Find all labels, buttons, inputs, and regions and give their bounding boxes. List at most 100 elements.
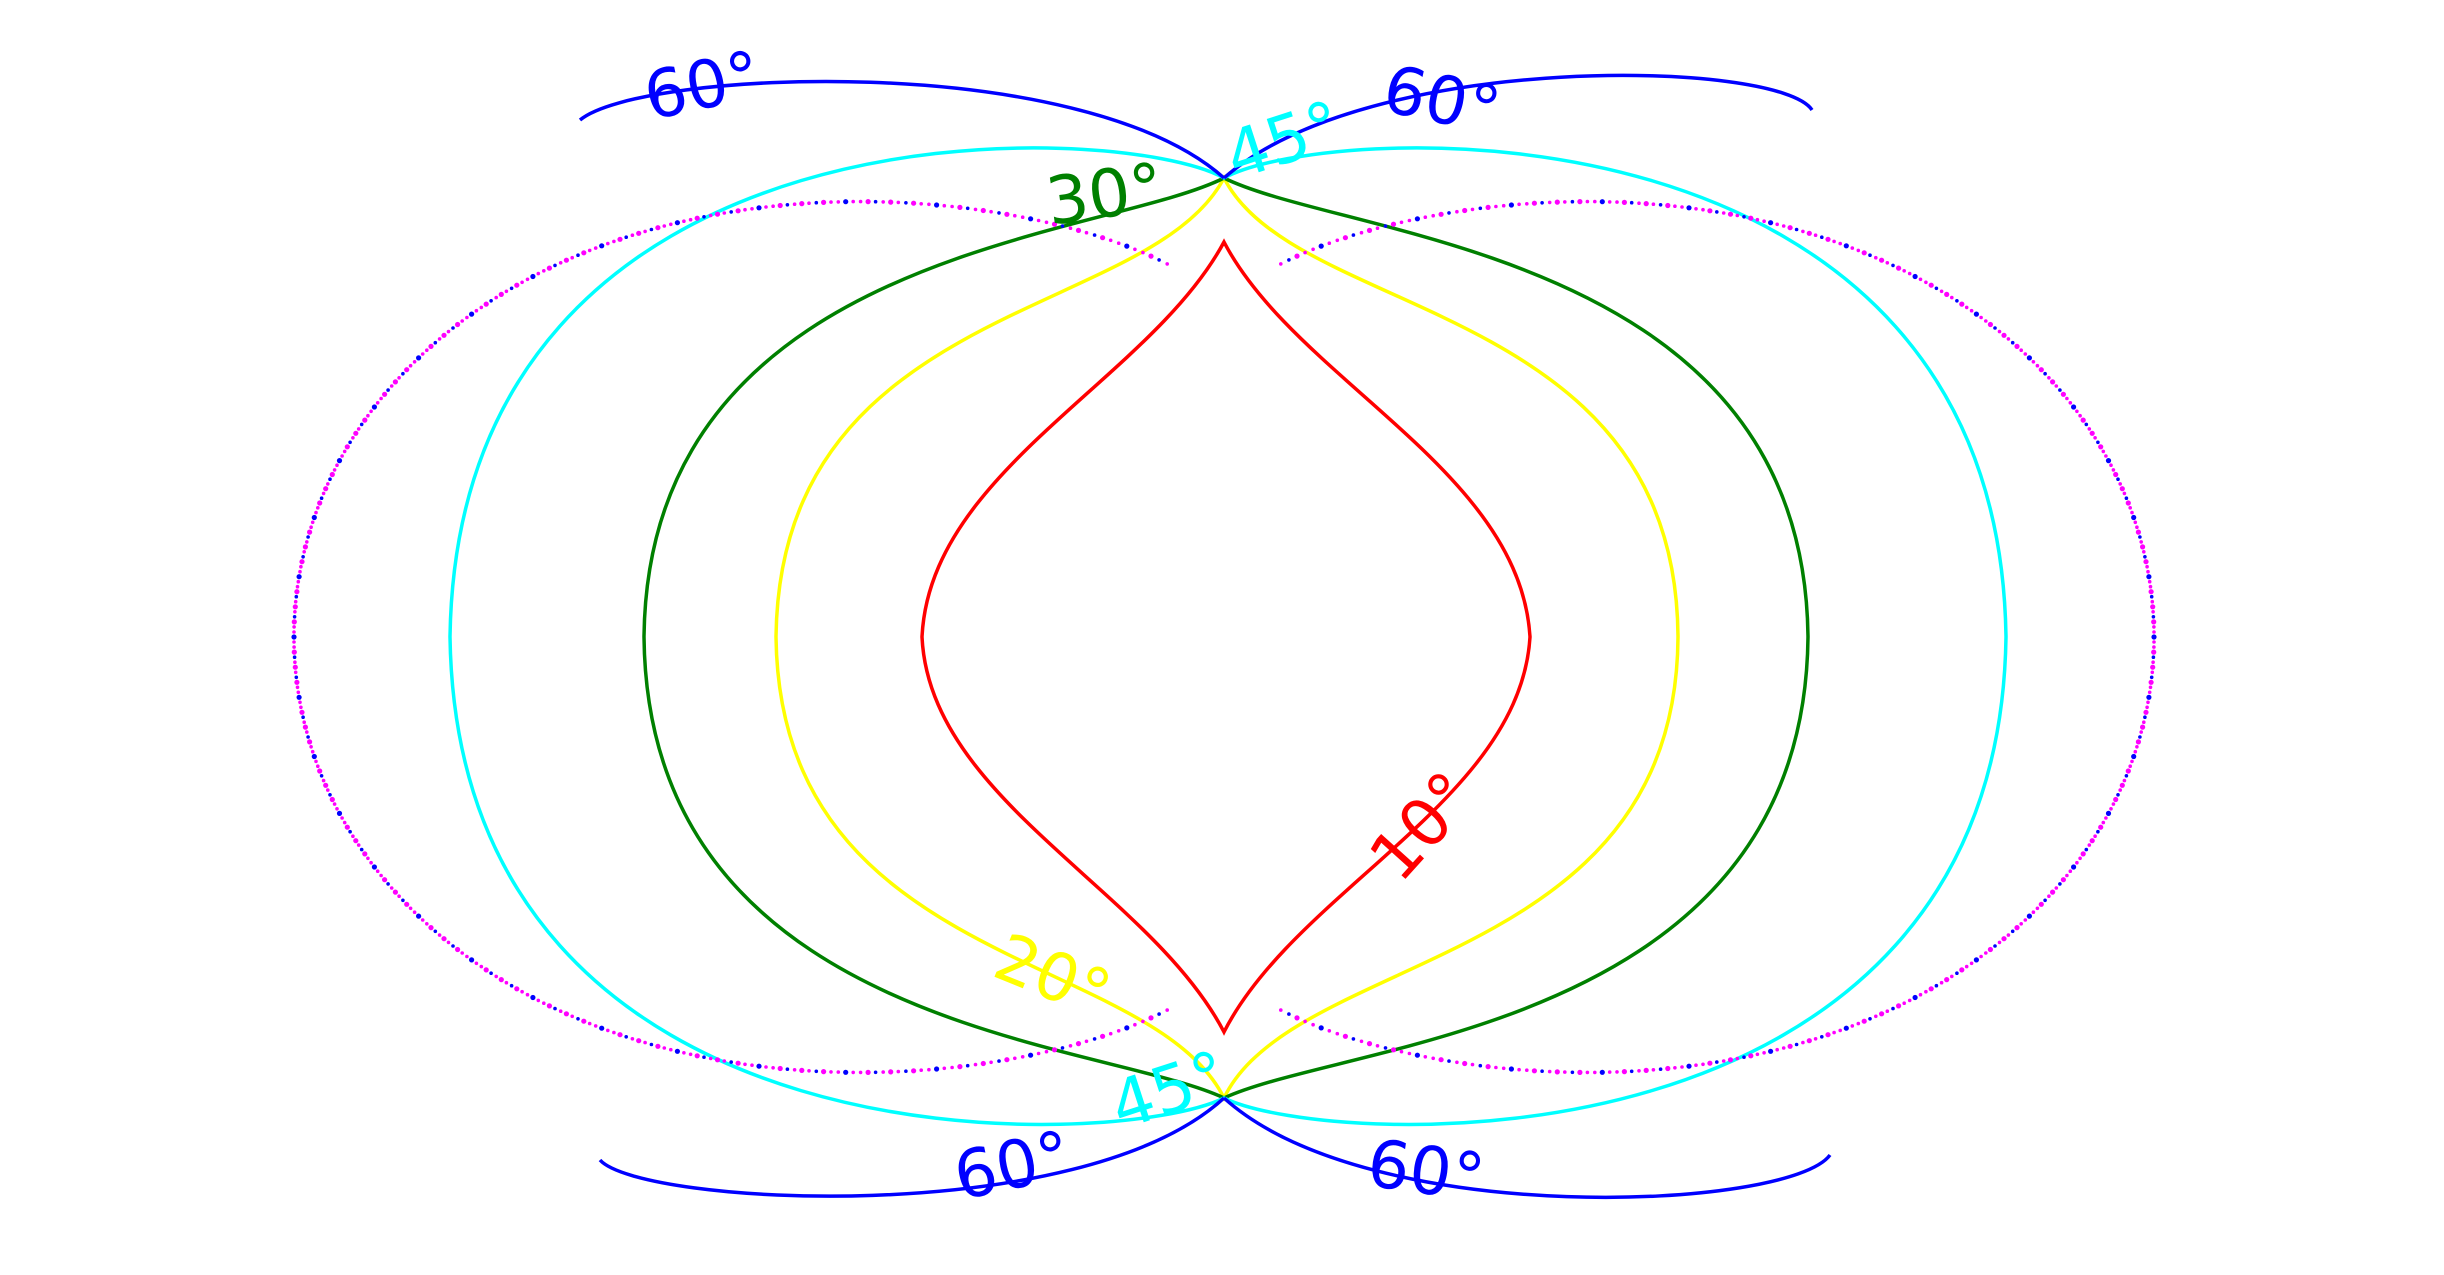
boundary-dot [1517, 202, 1521, 207]
boundary-dot [957, 1064, 963, 1070]
boundary-dot [1068, 226, 1073, 230]
boundary-dot [525, 277, 530, 282]
boundary-dot [919, 202, 923, 206]
boundary-dot [302, 720, 307, 724]
boundary-dot [1832, 1030, 1836, 1035]
boundary-dot [576, 1017, 580, 1021]
boundary-dot [455, 946, 461, 953]
boundary-dot [777, 1065, 783, 1072]
boundary-dot [2125, 768, 2131, 774]
boundary-dot [2125, 500, 2131, 506]
boundary-dot [950, 1065, 954, 1070]
boundary-dot [1554, 1069, 1560, 1075]
boundary-dot [702, 1055, 706, 1059]
boundary-dot [1993, 944, 1997, 948]
boundary-dot [366, 856, 370, 861]
boundary-dot [1335, 1031, 1340, 1036]
boundary-dot [708, 213, 713, 218]
boundary-dot [2098, 824, 2104, 830]
boundary-dot [412, 910, 417, 914]
boundary-dot [2078, 856, 2082, 861]
boundary-dot [489, 299, 493, 303]
contour-30-line [642, 176, 1810, 1100]
boundary-dot [836, 200, 841, 204]
boundary-dot [1615, 200, 1619, 204]
boundary-dot [2043, 371, 2047, 376]
contour-labels: 60° 60° 45° 30° 10° 20° 45° 60° 60° [637, 36, 1507, 1217]
boundary-dot [1414, 216, 1420, 222]
boundary-dot [1629, 1069, 1634, 1074]
boundary-dot [494, 974, 499, 979]
boundary-dot [1781, 1046, 1786, 1050]
boundary-dot [428, 343, 434, 349]
boundary-dot [2084, 847, 2089, 852]
boundary-dot [425, 922, 429, 926]
boundary-dot [1694, 1063, 1698, 1067]
boundary-dot [316, 506, 320, 510]
boundary-dot [743, 207, 747, 212]
boundary-dot [649, 227, 654, 232]
boundary-dot [2146, 700, 2150, 705]
boundary-dot [335, 463, 339, 468]
boundary-dot [542, 269, 546, 273]
boundary-dot [2071, 864, 2077, 870]
boundary-dot [2113, 796, 2119, 803]
boundary-dot [942, 203, 947, 208]
boundary-dot [299, 559, 305, 565]
boundary-dot [2014, 343, 2020, 349]
boundary-dot [1721, 211, 1726, 215]
boundary-dot [756, 1063, 762, 1069]
boundary-dot [546, 1003, 553, 1009]
boundary-dot [973, 1062, 978, 1067]
boundary-dot [1959, 301, 1965, 307]
boundary-dot [1658, 203, 1663, 207]
boundary-dot [469, 957, 475, 963]
boundary-dot [340, 454, 344, 458]
boundary-dot [1485, 204, 1491, 210]
boundary-dot [714, 211, 721, 217]
boundary-dot [1984, 951, 1988, 955]
boundary-dot [353, 838, 359, 844]
boundary-dot [2152, 645, 2156, 649]
boundary-dot [1607, 1070, 1612, 1074]
boundary-dot [1540, 1069, 1544, 1073]
boundary-dot [498, 977, 504, 983]
boundary-dot [1327, 1029, 1332, 1033]
boundary-dot [451, 326, 455, 330]
boundary-dot [570, 1014, 574, 1019]
boundary-dot [2128, 764, 2132, 768]
boundary-dot [379, 396, 383, 401]
boundary-dot [1431, 213, 1435, 218]
label-10: 10° [1355, 757, 1490, 895]
boundary-dot [643, 229, 647, 234]
boundary-dot [1973, 311, 1979, 317]
boundary-dot [1838, 1028, 1842, 1033]
boundary-dot [1531, 1068, 1537, 1074]
boundary-dot [750, 1063, 754, 1067]
boundary-dot [1148, 1015, 1154, 1021]
boundary-dot [1108, 1031, 1113, 1036]
boundary-dot [1742, 1055, 1746, 1059]
boundary-dot [299, 564, 303, 569]
boundary-dot [865, 1069, 871, 1075]
boundary-dot [2152, 625, 2156, 629]
boundary-dot [494, 295, 499, 300]
boundary-dot [2138, 535, 2142, 539]
boundary-dot [714, 1057, 721, 1063]
boundary-dot [1525, 1068, 1529, 1072]
boundary-dot [1351, 233, 1356, 237]
boundary-dot [1013, 1056, 1017, 1061]
boundary-dot [306, 735, 310, 739]
boundary-dot [1715, 1060, 1719, 1064]
boundary-dot [1407, 1051, 1412, 1056]
boundary-dot [927, 202, 931, 207]
boundary-dot [2078, 413, 2082, 418]
boundary-dot [2140, 724, 2146, 730]
boundary-dot [1928, 282, 1934, 288]
boundary-dot [630, 1037, 635, 1041]
boundary-dot [1825, 1032, 1831, 1038]
boundary-dot [2047, 376, 2051, 380]
boundary-dot [2145, 705, 2149, 710]
boundary-dot [441, 936, 447, 942]
boundary-dot [980, 1060, 986, 1067]
